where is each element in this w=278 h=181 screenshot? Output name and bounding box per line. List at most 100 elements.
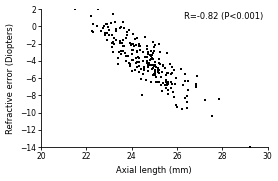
Point xyxy=(160,89,165,92)
Point xyxy=(146,69,150,72)
Point xyxy=(142,69,147,72)
Point xyxy=(135,50,139,53)
Point xyxy=(136,43,141,46)
Point xyxy=(128,64,132,67)
Point xyxy=(158,50,163,53)
Point xyxy=(135,65,139,68)
Point xyxy=(114,39,118,42)
Point xyxy=(115,63,120,66)
Point xyxy=(146,64,150,67)
Point xyxy=(168,63,172,66)
Point xyxy=(157,71,162,74)
Point xyxy=(110,50,115,53)
Point xyxy=(103,31,108,34)
Point xyxy=(141,60,145,63)
Point xyxy=(151,57,155,60)
Point xyxy=(185,80,190,83)
Point xyxy=(157,57,162,60)
Point xyxy=(118,39,123,42)
Point xyxy=(157,68,162,71)
Point xyxy=(186,89,190,92)
Point xyxy=(120,42,125,45)
Point xyxy=(105,31,109,34)
Point xyxy=(96,8,101,10)
Point xyxy=(138,49,142,51)
Point xyxy=(183,79,188,82)
Point xyxy=(152,45,157,48)
Point xyxy=(110,41,114,44)
Point xyxy=(150,57,155,60)
Point xyxy=(174,77,178,80)
Point xyxy=(103,34,107,37)
Point xyxy=(161,64,165,67)
Point xyxy=(153,69,157,71)
Point xyxy=(156,70,160,73)
Point xyxy=(165,81,170,83)
Point xyxy=(159,76,163,79)
Point xyxy=(122,26,126,29)
Point xyxy=(123,60,128,63)
Point xyxy=(162,66,167,69)
Point xyxy=(118,42,122,45)
Point xyxy=(149,81,153,84)
Point xyxy=(163,80,168,83)
Point xyxy=(112,37,116,40)
X-axis label: Axial length (mm): Axial length (mm) xyxy=(116,167,192,175)
Point xyxy=(130,49,134,52)
Point xyxy=(116,50,121,53)
Point xyxy=(145,55,149,58)
Point xyxy=(136,44,141,47)
Point xyxy=(99,30,104,33)
Point xyxy=(165,71,170,74)
Point xyxy=(172,83,177,86)
Point xyxy=(153,75,158,78)
Point xyxy=(138,45,142,48)
Point xyxy=(183,96,187,99)
Point xyxy=(120,41,125,44)
Point xyxy=(185,94,189,97)
Point xyxy=(90,30,94,33)
Point xyxy=(165,71,170,74)
Point xyxy=(157,80,162,83)
Point xyxy=(180,107,184,110)
Point xyxy=(157,62,162,64)
Point xyxy=(145,60,149,63)
Text: R=-0.82 (P<0.001): R=-0.82 (P<0.001) xyxy=(184,12,263,21)
Point xyxy=(125,30,129,33)
Point xyxy=(195,75,199,78)
Point xyxy=(130,58,135,61)
Point xyxy=(143,56,148,59)
Point xyxy=(145,52,150,55)
Point xyxy=(184,107,189,110)
Point xyxy=(156,66,160,69)
Y-axis label: Refractive error (Diopters): Refractive error (Diopters) xyxy=(6,23,14,134)
Point xyxy=(156,68,161,71)
Point xyxy=(133,68,137,71)
Point xyxy=(125,54,130,57)
Point xyxy=(137,60,141,63)
Point xyxy=(106,26,110,29)
Point xyxy=(118,49,123,52)
Point xyxy=(105,23,109,26)
Point xyxy=(146,65,150,68)
Point xyxy=(107,29,111,32)
Point xyxy=(145,44,149,47)
Point xyxy=(170,72,175,75)
Point xyxy=(164,73,168,76)
Point xyxy=(123,51,127,54)
Point xyxy=(149,58,154,61)
Point xyxy=(130,48,135,51)
Point xyxy=(164,79,169,82)
Point xyxy=(95,24,100,27)
Point xyxy=(148,58,152,61)
Point xyxy=(142,65,147,68)
Point xyxy=(101,26,105,29)
Point xyxy=(135,60,139,63)
Point xyxy=(129,49,134,51)
Point xyxy=(143,35,147,38)
Point xyxy=(129,43,133,46)
Point xyxy=(130,32,135,35)
Point xyxy=(158,84,163,87)
Point xyxy=(153,63,157,66)
Point xyxy=(150,68,155,71)
